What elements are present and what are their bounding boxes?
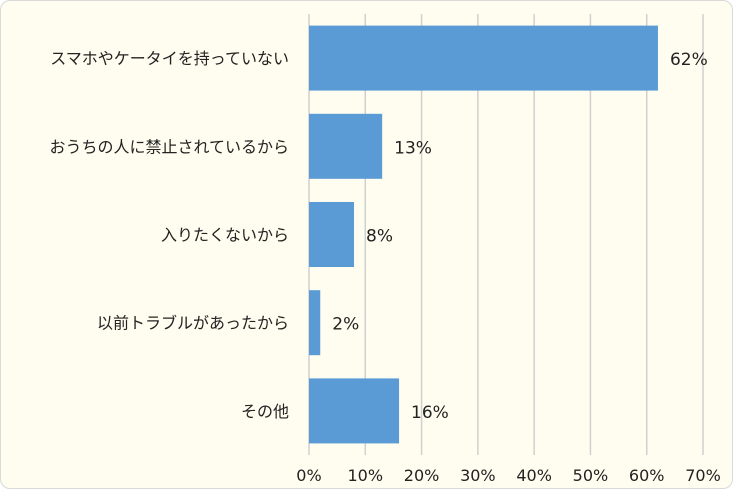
data-label: 2% — [332, 315, 359, 335]
data-label: 8% — [366, 227, 393, 247]
bar — [309, 202, 355, 267]
bars — [309, 25, 658, 444]
x-tick-label: 40% — [516, 466, 552, 485]
x-tick-label: 70% — [685, 466, 721, 485]
x-tick-label: 30% — [460, 466, 496, 485]
category-label: その他 — [241, 402, 289, 421]
category-label: 以前トラブルがあったから — [97, 314, 289, 333]
x-tick-label: 50% — [573, 466, 609, 485]
category-label: おうちの人に禁止されているから — [49, 137, 289, 156]
data-label: 62% — [670, 50, 708, 70]
x-tick-label: 0% — [296, 466, 321, 485]
bar — [309, 378, 400, 444]
x-tick-label: 60% — [629, 466, 665, 485]
data-labels: 62% 13% 8% 2% 16% — [332, 50, 708, 423]
x-tick-label: 10% — [348, 466, 384, 485]
bar — [309, 25, 658, 91]
bar — [309, 290, 321, 356]
category-label: 入りたくないから — [161, 226, 289, 245]
category-labels: スマホやケータイを持っていないおうちの人に禁止されているから入りたくないから以前… — [49, 49, 289, 421]
category-label: スマホやケータイを持っていない — [50, 49, 289, 68]
data-label: 13% — [394, 138, 432, 158]
x-tick-label: 20% — [404, 466, 440, 485]
x-axis-ticks: 0% 10% 20% 30% 40% 50% 60% 70% — [296, 466, 720, 485]
bar — [309, 113, 383, 179]
data-label: 16% — [411, 403, 449, 423]
